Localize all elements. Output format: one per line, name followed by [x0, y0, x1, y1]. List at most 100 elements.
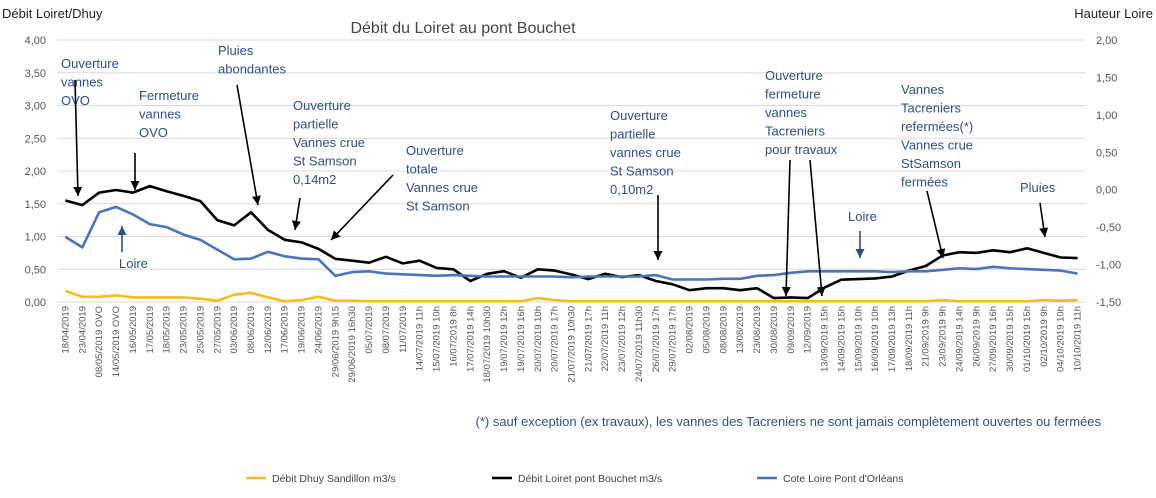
x-tick-label: 18/09/2019 11h	[904, 306, 915, 371]
annotation-arrowhead	[816, 286, 826, 296]
series-line-3	[64, 205, 1078, 281]
x-tick-label: 09/09/2019	[786, 306, 797, 354]
gridlines	[57, 39, 1086, 303]
x-tick-label: 23/07/2019 12h	[617, 306, 628, 372]
y-left-tick-label: 3,00	[25, 101, 46, 113]
annotation-arrowhead	[73, 186, 83, 196]
x-tick-label: 14/05/2019 OVO	[111, 306, 122, 377]
x-tick-label: 29/06/2019 16h30	[347, 306, 358, 383]
series-line-2	[65, 184, 1078, 300]
x-tick-label: 16/05/2019	[128, 306, 139, 354]
x-tick-label: 14/07/2019 11h	[415, 306, 426, 371]
annotation-text: totale	[406, 162, 438, 177]
annotation-text: Ouverture	[406, 143, 464, 158]
annotations: Ouverture vannes OVO Fermeture vannes OVO Plui…	[61, 43, 1056, 297]
y-left-tick-label: 0,50	[25, 264, 46, 276]
annotation-text: 0,14m2	[293, 172, 336, 187]
annotation-text: vannes	[61, 75, 103, 90]
legend-label-3: Cote Loire Pont d'Orléans	[783, 473, 904, 485]
annotation-text: St Samson	[293, 154, 357, 169]
annotation-text: Loire	[848, 209, 877, 224]
annotation-arrow-line	[926, 190, 944, 259]
x-tick-label: 11/07/2019	[398, 306, 409, 353]
x-tick-label: 24/07/2019 11h30	[634, 306, 645, 382]
x-tick-label: 08/05/2019 OVO	[94, 306, 105, 377]
y-left-ticks: 0,00 0,50 1,00 1,50 2,00 2,50 3,00 3,50 4,00	[25, 35, 46, 309]
annotation-text: Tacreniers	[901, 101, 961, 116]
x-tick-label: 18/04/2019	[60, 306, 71, 354]
x-tick-label: 19/06/2019	[297, 306, 308, 354]
x-tick-label: 20/07/2019 10h	[533, 306, 544, 372]
y-right-tick-label: -1,50	[1096, 297, 1121, 309]
x-tick-label: 10/10/2019 11h	[1073, 306, 1084, 371]
x-tick-label: 21/07/2019 17h	[583, 306, 594, 372]
y-right-tick-label: 1,00	[1096, 110, 1117, 122]
x-tick-label: 16/07/2019 8h	[448, 306, 459, 367]
annotation-arrowhead	[117, 226, 127, 235]
x-tick-label: 15/07/2019 10h	[432, 306, 443, 372]
annotation-arrowhead	[252, 195, 261, 205]
x-tick-label: 01/10/2019 15h	[1022, 306, 1033, 372]
annotation-arrowhead	[1039, 227, 1049, 237]
annotation-4: Ouverture partielle Vannes crue St Samson 0,…	[291, 98, 365, 231]
y-left-tick-label: 2,00	[25, 166, 46, 178]
x-tick-label: 29/07/2019 17h	[668, 306, 679, 372]
x-tick-label: 27/05/2019	[212, 306, 223, 354]
y-left-tick-label: 2,50	[25, 133, 46, 145]
x-tick-label: 16/09/2019 10h	[870, 306, 881, 372]
x-tick-label: 03/06/2019	[229, 306, 240, 354]
series-line-1	[64, 289, 1078, 303]
x-tick-label: 12/09/2019	[803, 306, 814, 354]
annotation-text: abondantes	[218, 62, 286, 77]
footnote: (*) sauf exception (ex travaux), les van…	[475, 414, 1101, 429]
x-tick-label: 15/09/2019 10h	[853, 306, 864, 372]
x-tick-label: 17/05/2019	[145, 306, 156, 354]
x-tick-label: 21/07/2019 10h30	[567, 306, 578, 383]
annotation-arrow-line	[74, 79, 79, 197]
annotation-10: Vannes Tacreniers refermées(*) Vannes crue S…	[901, 82, 973, 259]
y-right-tick-label: -0,50	[1096, 222, 1121, 234]
annotation-2: Fermeture vannes OVO	[130, 88, 199, 190]
x-tick-label: 12/06/2019	[263, 306, 274, 354]
annotation-11: Pluies	[1020, 180, 1056, 238]
y-left-tick-label: 0,00	[25, 297, 46, 309]
x-tick-label: 18/05/2019	[162, 306, 173, 354]
annotation-text: vannes	[765, 105, 807, 120]
x-tick-label: 13/08/2019	[735, 306, 746, 354]
x-tick-label: 19/07/2019 16h	[516, 306, 527, 372]
y-right-tick-label: 1,50	[1096, 72, 1117, 84]
x-tick-label: 23/04/2019	[77, 306, 88, 354]
x-tick-label: 23/09/2019 9h	[938, 306, 949, 367]
x-tick-label: 20/07/2019 17h	[550, 306, 561, 372]
chart-title: Débit du Loiret au pont Bouchet	[350, 20, 576, 37]
x-tick-label: 08/07/2019	[381, 306, 392, 354]
x-tick-label: 30/08/2019	[769, 306, 780, 354]
annotation-text: Pluies	[218, 43, 254, 58]
x-tick-label: 30/09/2019 15h	[1005, 306, 1016, 372]
x-tick-label: 17/09/2019 13h	[887, 306, 898, 372]
annotation-arrowhead	[331, 230, 341, 240]
annotation-text: Fermeture	[139, 88, 199, 103]
x-ticks: 18/04/2019 23/04/2019 08/05/2019 OVO 14/05/…	[60, 306, 1083, 383]
x-tick-label: 24/09/2019 14h	[954, 306, 965, 372]
x-tick-label: 08/06/2019	[246, 306, 257, 354]
annotation-text: Tacreniers	[765, 124, 825, 139]
annotation-9: Loire	[848, 209, 877, 258]
annotation-text: pour travaux	[765, 142, 838, 157]
y-right-tick-label: 2,00	[1096, 35, 1117, 47]
y-left-tick-label: 1,50	[25, 199, 46, 211]
annotation-text: Vannes crue	[901, 138, 973, 153]
x-tick-label: 17/07/2019 14h	[465, 306, 476, 372]
annotation-arrowhead	[653, 251, 663, 260]
x-tick-label: 13/09/2019 15h	[820, 306, 831, 372]
x-tick-label: 23/05/2019	[179, 306, 190, 354]
x-tick-label: 29/06/2019 9h15	[330, 306, 341, 377]
annotation-arrowhead	[855, 249, 865, 258]
annotation-7: Ouverture partielle vannes crue St Samson 0,…	[610, 108, 681, 260]
legend-label-2: Débit Loiret pont Bouchet m3/s	[518, 473, 662, 485]
x-tick-label: 17/06/2019	[280, 306, 291, 354]
annotation-arrowhead	[291, 220, 301, 230]
legend: Débit Dhuy Sandillon m3/s Débit Loiret po…	[246, 473, 904, 485]
annotation-5: Ouverture totale Vannes crue St Samson	[330, 143, 478, 241]
